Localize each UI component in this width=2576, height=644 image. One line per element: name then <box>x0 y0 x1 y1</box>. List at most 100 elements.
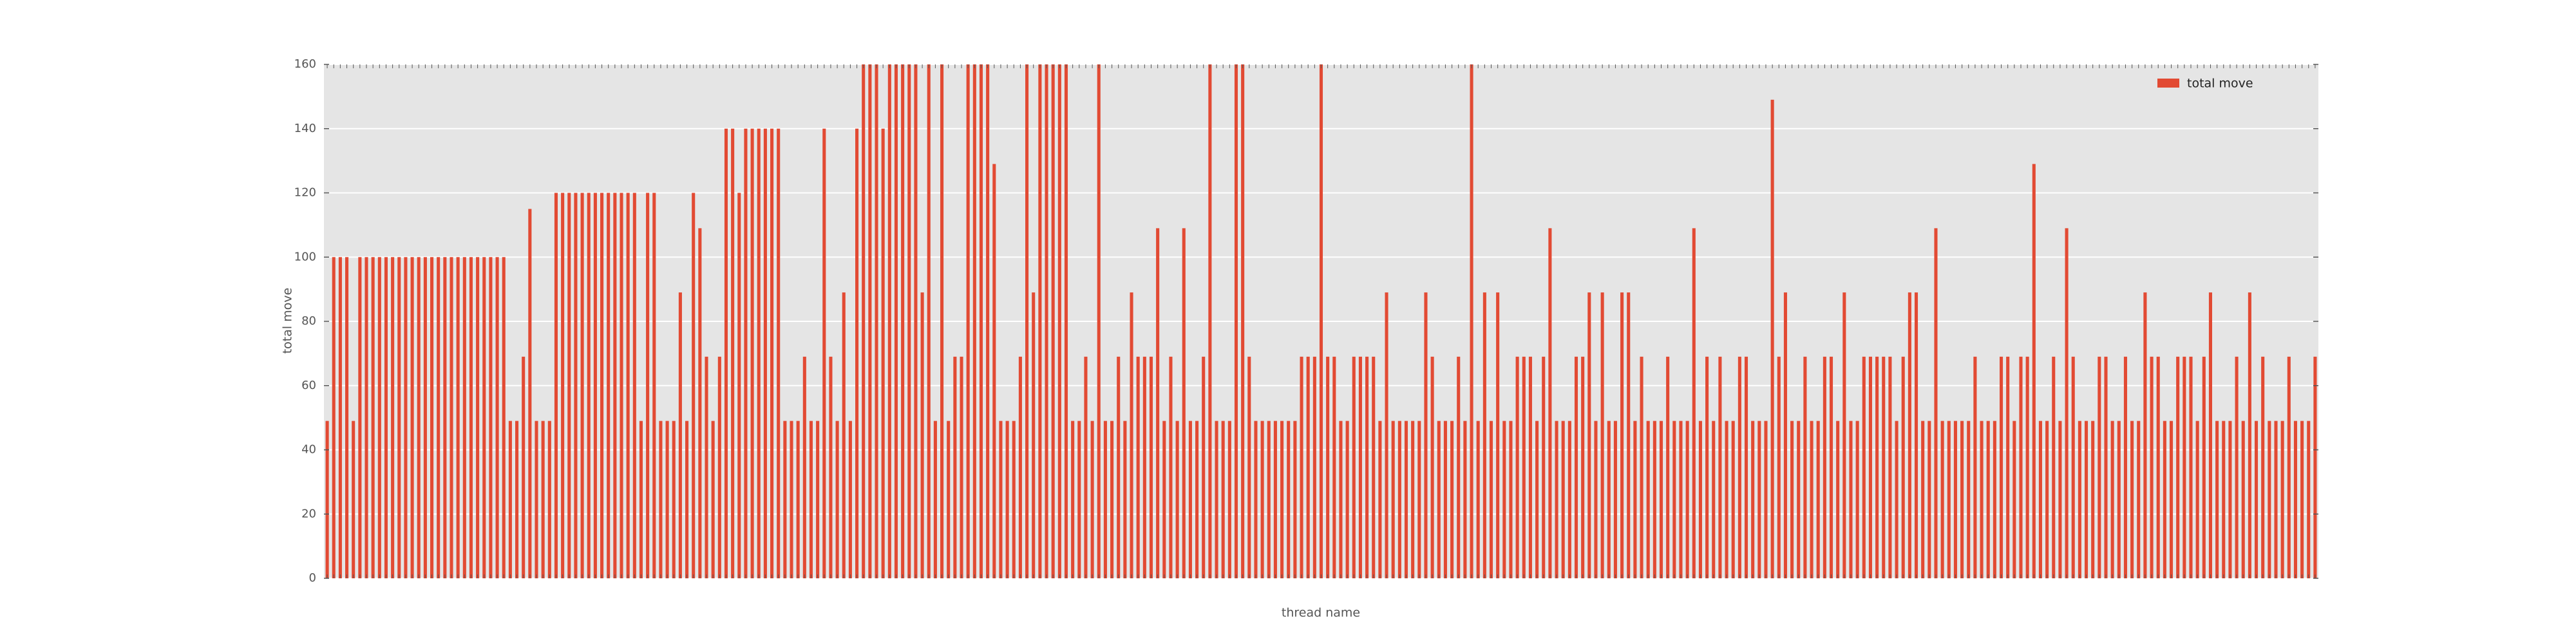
bar <box>777 128 781 578</box>
bar <box>665 421 669 578</box>
bar <box>528 209 532 578</box>
bar <box>397 257 401 578</box>
bar <box>1411 421 1415 578</box>
bar <box>1980 421 1984 578</box>
bar <box>659 421 663 578</box>
bar <box>639 421 643 578</box>
bar <box>417 257 421 578</box>
bar <box>1685 421 1689 578</box>
bar <box>345 257 349 578</box>
bar <box>607 193 611 578</box>
bar <box>1548 228 1552 578</box>
y-tick-label: 160 <box>294 57 316 71</box>
bar <box>338 257 342 578</box>
bar <box>1287 421 1291 578</box>
bar <box>724 128 728 578</box>
bar <box>1300 356 1303 578</box>
bar <box>404 257 408 578</box>
bar <box>1829 356 1833 578</box>
bar <box>2274 421 2278 578</box>
bar <box>698 228 702 578</box>
bar <box>1130 292 1133 578</box>
bar <box>1103 421 1107 578</box>
bar <box>1195 421 1199 578</box>
bar <box>1770 99 1774 579</box>
bar <box>842 292 846 578</box>
bar <box>1404 421 1408 578</box>
bar <box>711 421 715 578</box>
bar <box>1090 421 1094 578</box>
bar <box>862 64 866 578</box>
bar <box>1352 356 1356 578</box>
bar <box>1934 228 1938 578</box>
bar <box>2169 421 2174 578</box>
bar <box>1908 292 1911 578</box>
bar <box>1443 421 1447 578</box>
bar <box>966 64 970 578</box>
bar <box>443 257 447 578</box>
bar <box>1973 356 1977 578</box>
bar <box>587 193 591 578</box>
bar <box>2045 421 2049 578</box>
bar <box>567 193 571 578</box>
bar <box>2202 356 2206 578</box>
bar <box>1182 228 1186 578</box>
bar <box>450 257 453 578</box>
bar <box>1463 421 1467 578</box>
bar <box>1967 421 1971 578</box>
bar <box>1123 421 1127 578</box>
bar <box>2078 421 2081 578</box>
bar <box>2222 421 2226 578</box>
bar <box>391 257 395 578</box>
bar <box>783 421 787 578</box>
bar <box>1496 292 1500 578</box>
bar <box>737 193 741 578</box>
bar <box>1646 421 1650 578</box>
bar <box>1581 356 1585 578</box>
bar <box>809 421 813 578</box>
bar <box>2163 421 2166 578</box>
bar <box>705 356 708 578</box>
y-tick-label: 0 <box>309 571 316 585</box>
bar <box>1875 356 1879 578</box>
bar <box>554 193 558 578</box>
bar <box>423 257 427 578</box>
bar <box>2098 356 2101 578</box>
bar <box>1084 356 1088 578</box>
bar <box>1712 421 1716 578</box>
bar <box>2189 356 2193 578</box>
bar <box>620 193 623 578</box>
bar <box>1227 421 1231 578</box>
bar <box>456 257 460 578</box>
bar <box>1149 356 1153 578</box>
bar <box>1221 421 1225 578</box>
bar <box>2019 356 2023 578</box>
bar <box>365 257 368 578</box>
bar <box>1417 421 1421 578</box>
bar <box>972 64 976 578</box>
bar <box>1731 421 1735 578</box>
bar <box>920 292 924 578</box>
bar <box>763 128 767 578</box>
bar <box>1482 292 1486 578</box>
bar <box>1790 421 1794 578</box>
bar <box>1810 421 1814 578</box>
x-axis-label: thread name <box>1282 606 1360 620</box>
bar <box>685 421 689 578</box>
bar <box>1312 356 1316 578</box>
bar <box>1620 292 1624 578</box>
bar <box>933 421 937 578</box>
bar <box>940 64 944 578</box>
bar <box>1940 421 1944 578</box>
bar <box>1640 356 1643 578</box>
bar <box>1927 421 1931 578</box>
bar <box>1757 421 1761 578</box>
bar <box>1260 421 1264 578</box>
bar <box>947 421 951 578</box>
bar <box>1391 421 1395 578</box>
bar <box>1372 356 1376 578</box>
bar <box>731 128 735 578</box>
bar <box>1430 356 1434 578</box>
bar <box>1215 421 1218 578</box>
bar <box>678 292 682 578</box>
